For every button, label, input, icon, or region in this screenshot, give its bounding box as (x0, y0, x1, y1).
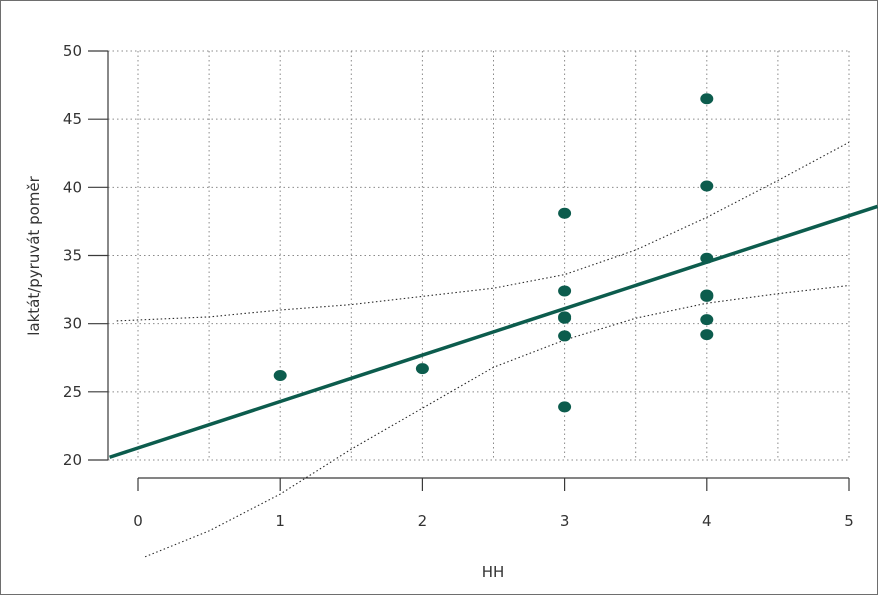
y-tick-label: 35 (63, 247, 82, 265)
regression-line-group (109, 204, 878, 459)
y-tick-label: 30 (63, 315, 82, 333)
data-point (415, 363, 429, 375)
y-tick-label: 20 (63, 451, 82, 469)
x-tick-label: 3 (560, 512, 570, 530)
x-tick-label: 4 (702, 512, 712, 530)
data-point (558, 207, 572, 219)
y-tick-label: 40 (63, 178, 82, 196)
y-axis-title: laktát/pyruvát poměr (25, 175, 43, 335)
x-tick-label: 1 (275, 512, 285, 530)
axes (88, 50, 850, 491)
regression-line (109, 204, 878, 459)
confidence-band (116, 141, 850, 558)
x-tick-label: 0 (133, 512, 143, 530)
y-tick-label: 50 (63, 42, 82, 60)
data-point (700, 93, 714, 105)
data-point (273, 369, 287, 381)
data-point (700, 252, 714, 264)
data-point (558, 312, 572, 324)
grid-lines (108, 50, 850, 461)
data-point (558, 285, 572, 297)
x-tick-label: 2 (418, 512, 428, 530)
data-point (700, 329, 714, 341)
y-tick-label: 45 (63, 110, 82, 128)
data-points (273, 93, 714, 413)
x-tick-label: 5 (844, 512, 854, 530)
confidence-upper-line (116, 141, 850, 322)
data-point (558, 330, 572, 342)
data-point (700, 314, 714, 326)
confidence-lower-line (144, 284, 850, 558)
y-tick-label: 25 (63, 383, 82, 401)
x-axis-title: HH (482, 563, 505, 581)
data-point (700, 180, 714, 192)
data-point (558, 401, 572, 413)
data-point (700, 290, 714, 302)
